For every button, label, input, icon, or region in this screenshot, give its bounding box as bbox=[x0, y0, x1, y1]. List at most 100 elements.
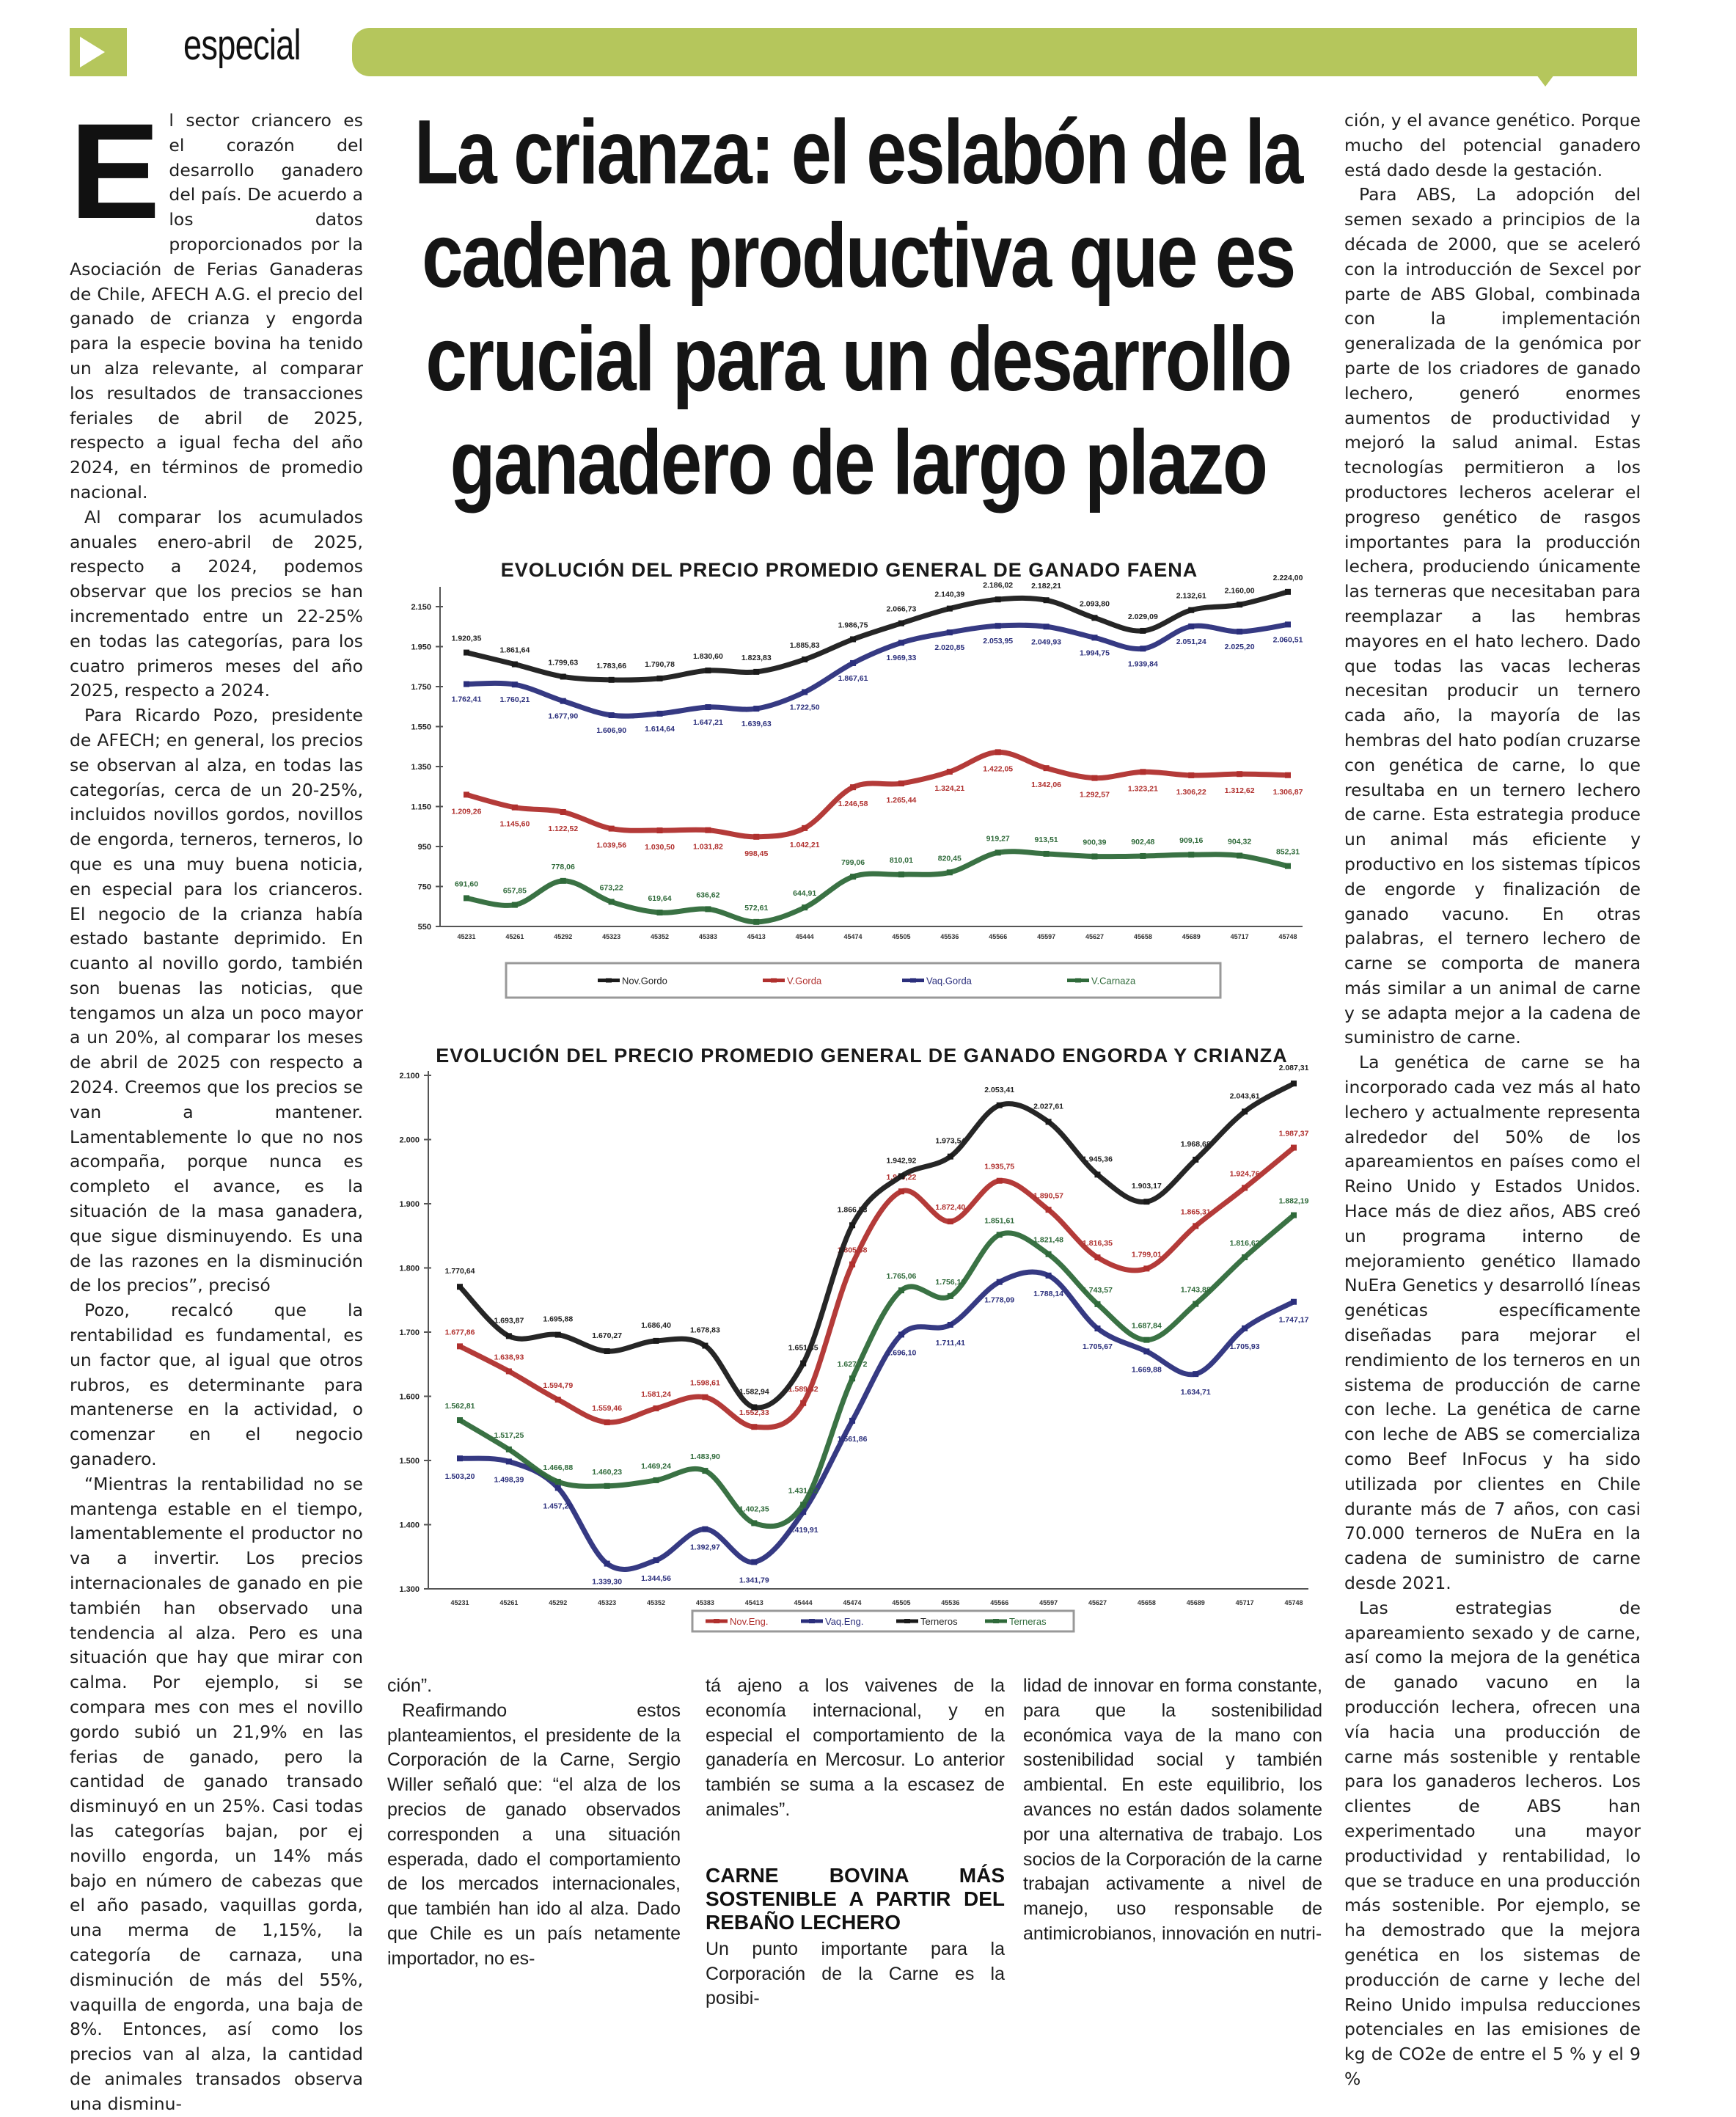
data-label: 1.770,64 bbox=[445, 1267, 475, 1276]
data-point-marker bbox=[849, 1261, 856, 1268]
data-label: 636,62 bbox=[696, 891, 719, 899]
data-point-marker bbox=[656, 910, 663, 916]
data-label: 1.559,46 bbox=[592, 1404, 622, 1413]
headline-line: crucial para un desarrollo bbox=[425, 309, 1292, 410]
data-point-marker bbox=[656, 675, 663, 681]
data-point-marker bbox=[1094, 1326, 1101, 1332]
data-label: 998,45 bbox=[744, 849, 768, 858]
data-label: 1.756,13 bbox=[935, 1278, 965, 1287]
paragraph: “Mientras la rentabilidad no se mantenga… bbox=[70, 1473, 363, 2114]
data-point-marker bbox=[849, 1222, 856, 1229]
section-header-bar bbox=[352, 28, 1637, 76]
data-label: 1.783,66 bbox=[596, 662, 626, 670]
data-label: 1.031,82 bbox=[693, 843, 723, 852]
data-point-marker bbox=[464, 649, 469, 656]
data-label: 2.093,80 bbox=[1080, 599, 1110, 608]
data-label: 1.419,91 bbox=[788, 1526, 818, 1535]
headline: La crianza: el eslabón de la cadena prod… bbox=[407, 101, 1309, 515]
data-point-marker bbox=[802, 904, 808, 911]
data-point-marker bbox=[705, 906, 711, 913]
data-point-marker bbox=[1045, 1119, 1052, 1125]
data-label: 1.816,35 bbox=[1083, 1239, 1113, 1248]
x-tick-label: 45231 bbox=[450, 1599, 469, 1606]
paragraph: Reafirmando estos planteamientos, el pre… bbox=[387, 1700, 681, 1969]
data-label: 1.498,39 bbox=[494, 1475, 524, 1484]
y-tick-label: 1.600 bbox=[399, 1393, 420, 1402]
x-tick-label: 45413 bbox=[747, 933, 766, 940]
data-label: 2.060,51 bbox=[1273, 635, 1303, 644]
legend-label: Terneras bbox=[1009, 1616, 1047, 1627]
data-label: 673,22 bbox=[600, 883, 623, 892]
x-tick-label: 45566 bbox=[990, 1599, 1008, 1606]
paragraph: Para Ricardo Pozo, presidente de AFECH; … bbox=[70, 705, 363, 1296]
paragraph: ción, y el avance genético. Porque mucho… bbox=[1344, 110, 1641, 180]
x-tick-label: 45474 bbox=[843, 1599, 862, 1606]
data-point-marker bbox=[898, 871, 904, 878]
data-label: 1.342,06 bbox=[1031, 780, 1061, 789]
data-point-marker bbox=[1143, 1337, 1150, 1343]
data-point-marker bbox=[946, 605, 953, 612]
x-tick-label: 45717 bbox=[1231, 933, 1249, 940]
data-point-marker bbox=[898, 1173, 904, 1180]
data-label: 2.087,31 bbox=[1279, 1064, 1309, 1072]
data-point-marker bbox=[705, 704, 711, 711]
data-label: 1.903,17 bbox=[1132, 1182, 1162, 1191]
data-label: 644,91 bbox=[793, 889, 816, 898]
y-tick-label: 1.900 bbox=[399, 1200, 420, 1209]
data-label: 1.627,72 bbox=[838, 1360, 868, 1369]
y-tick-label: 1.500 bbox=[399, 1457, 420, 1466]
legend-marker bbox=[904, 1619, 910, 1623]
data-point-marker bbox=[1143, 1348, 1150, 1355]
data-label: 2.132,61 bbox=[1176, 592, 1206, 601]
data-label: 2.224,00 bbox=[1273, 574, 1303, 582]
legend-marker bbox=[993, 1619, 999, 1623]
data-label: 1.306,22 bbox=[1176, 788, 1206, 797]
data-point-marker bbox=[946, 869, 953, 876]
data-label: 1.562,81 bbox=[445, 1402, 475, 1411]
data-label: 1.882,19 bbox=[1279, 1197, 1309, 1206]
y-tick-label: 1.150 bbox=[411, 803, 431, 812]
data-label: 1.422,05 bbox=[983, 764, 1013, 773]
data-point-marker bbox=[996, 1102, 1003, 1108]
legend-label: Terneros bbox=[920, 1616, 958, 1627]
legend-marker bbox=[809, 1619, 815, 1623]
chart-engorda-crianza: EVOLUCIÓN DEL PRECIO PROMEDIO GENERAL DE… bbox=[399, 1044, 1309, 1633]
data-label: 2.186,02 bbox=[983, 581, 1013, 590]
data-label: 1.292,57 bbox=[1080, 791, 1110, 800]
data-label: 799,06 bbox=[841, 858, 865, 867]
data-point-marker bbox=[511, 661, 518, 668]
data-label: 1.696,10 bbox=[887, 1348, 917, 1357]
data-label: 1.924,76 bbox=[1230, 1169, 1260, 1178]
data-point-marker bbox=[1091, 615, 1098, 621]
data-point-marker bbox=[996, 1177, 1003, 1184]
section-label: especial bbox=[183, 21, 301, 69]
data-label: 1.670,27 bbox=[592, 1331, 622, 1340]
data-point-marker bbox=[1045, 1207, 1052, 1213]
data-point-marker bbox=[608, 712, 615, 718]
data-point-marker bbox=[1285, 772, 1291, 778]
data-label: 1.799,01 bbox=[1132, 1250, 1162, 1259]
data-label: 1.344,56 bbox=[641, 1574, 671, 1583]
data-point-marker bbox=[1237, 629, 1243, 635]
data-point-marker bbox=[560, 698, 566, 704]
data-label: 1.973,54 bbox=[935, 1137, 965, 1146]
data-point-marker bbox=[505, 1446, 512, 1452]
data-point-marker bbox=[1285, 863, 1291, 869]
header-bar-notch bbox=[1537, 75, 1554, 87]
data-label: 1.872,40 bbox=[935, 1203, 965, 1212]
legend-marker bbox=[714, 1619, 719, 1623]
data-label: 904,32 bbox=[1228, 837, 1251, 846]
data-label: 2.025,20 bbox=[1225, 643, 1255, 651]
data-label: 1.677,90 bbox=[548, 712, 578, 721]
article-column-right: ción, y el avance genético. Porque mucho… bbox=[1344, 109, 1641, 2092]
data-point-marker bbox=[604, 1482, 610, 1489]
series-line-vcarnaza bbox=[464, 849, 1291, 925]
data-point-marker bbox=[464, 791, 469, 798]
data-point-marker bbox=[1242, 1325, 1248, 1331]
x-tick-label: 45627 bbox=[1088, 1599, 1107, 1606]
data-point-marker bbox=[554, 1485, 561, 1491]
data-point-marker bbox=[560, 877, 566, 884]
data-label: 1.145,60 bbox=[499, 820, 530, 829]
data-point-marker bbox=[751, 1520, 758, 1526]
data-point-marker bbox=[1091, 775, 1098, 781]
